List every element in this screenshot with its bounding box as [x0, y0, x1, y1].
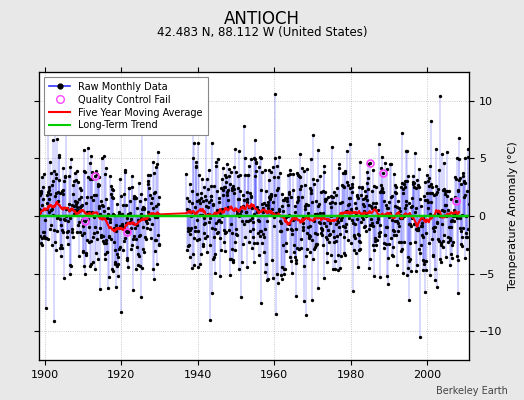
- Text: Berkeley Earth: Berkeley Earth: [436, 386, 508, 396]
- Text: ANTIOCH: ANTIOCH: [224, 10, 300, 28]
- Text: 42.483 N, 88.112 W (United States): 42.483 N, 88.112 W (United States): [157, 26, 367, 39]
- Y-axis label: Temperature Anomaly (°C): Temperature Anomaly (°C): [508, 142, 518, 290]
- Legend: Raw Monthly Data, Quality Control Fail, Five Year Moving Average, Long-Term Tren: Raw Monthly Data, Quality Control Fail, …: [44, 77, 208, 135]
